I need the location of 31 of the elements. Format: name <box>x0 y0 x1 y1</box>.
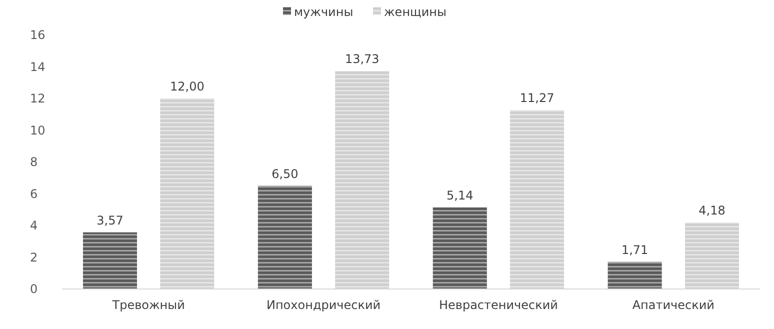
y-tick-label: 12 <box>30 92 46 106</box>
bar <box>82 232 138 289</box>
y-tick-label: 4 <box>30 218 38 233</box>
y-tick-label: 10 <box>30 123 46 138</box>
y-tick-label: 16 <box>30 28 46 42</box>
data-label: 5,14 <box>446 188 474 202</box>
data-label: 11,27 <box>520 91 554 106</box>
legend-label: женщины <box>384 5 446 19</box>
bar <box>510 110 564 289</box>
y-tick-label: 0 <box>30 282 38 296</box>
data-label: 4,18 <box>698 204 726 218</box>
x-tick-label: Ипохондрический <box>266 298 381 312</box>
y-tick-label: 6 <box>30 186 38 201</box>
x-tick-label: Апатический <box>632 298 714 312</box>
y-tick-label: 8 <box>30 155 38 170</box>
y-tick-label: 14 <box>30 60 46 74</box>
x-tick-label: Тревожный <box>111 298 185 312</box>
y-tick-label: 2 <box>30 250 38 264</box>
data-label: 6,50 <box>272 166 298 181</box>
bar <box>432 207 487 289</box>
bar <box>684 222 740 289</box>
bar <box>258 186 312 289</box>
data-label: 3,57 <box>96 213 124 228</box>
data-label: 1,71 <box>621 242 648 257</box>
x-tick-label: Неврастенический <box>438 298 558 312</box>
bar <box>335 71 390 289</box>
bar <box>160 98 214 289</box>
data-label: 12,00 <box>170 80 204 94</box>
legend-label: мужчины <box>294 5 354 19</box>
data-label: 13,73 <box>344 52 380 66</box>
bar <box>608 262 662 289</box>
